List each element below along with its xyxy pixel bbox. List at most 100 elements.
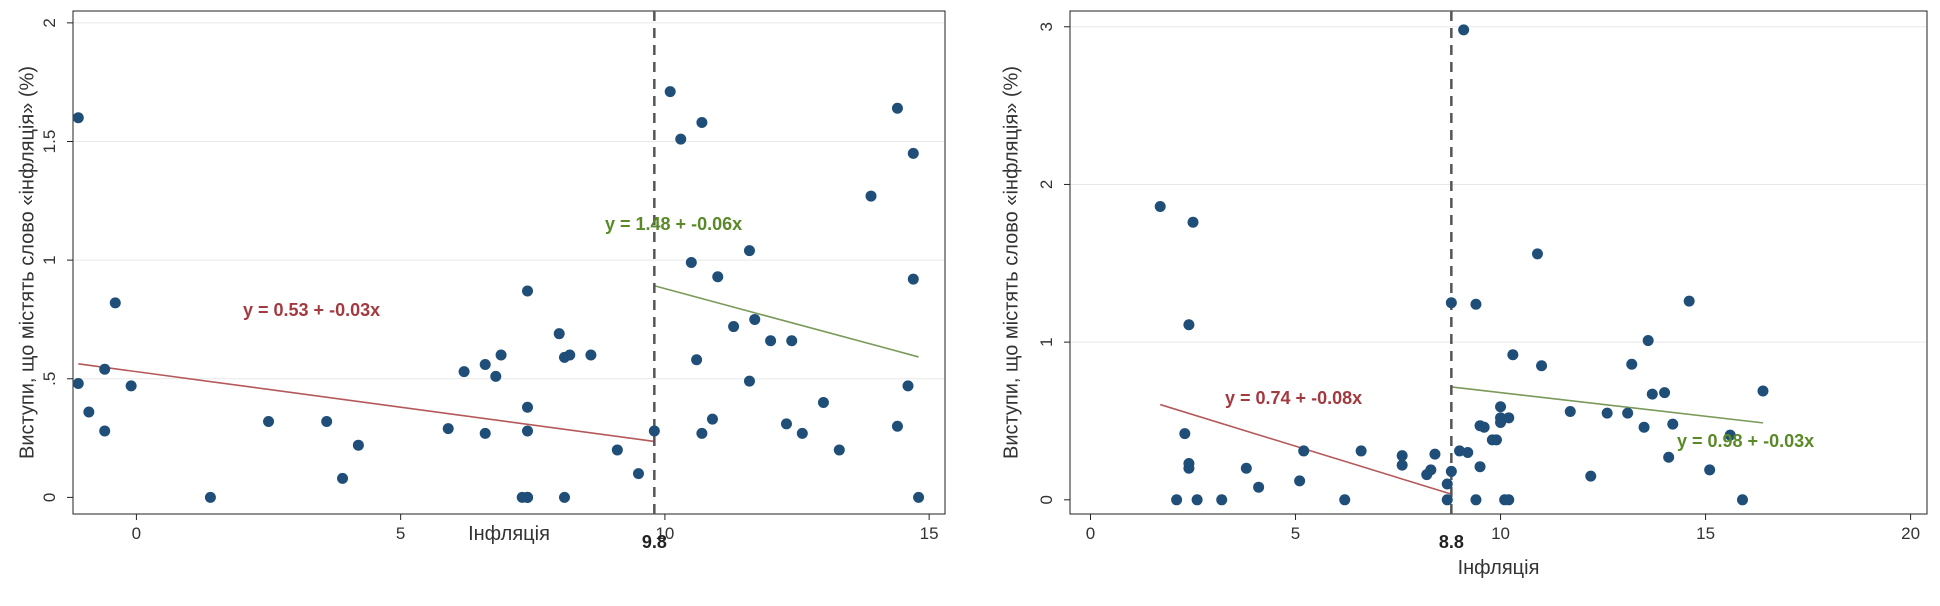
chart-left-point xyxy=(891,420,903,432)
chart-left-point xyxy=(743,375,755,387)
chart-left-plot-frame xyxy=(72,10,946,515)
chart-right-point xyxy=(1507,349,1519,361)
chart-left-point xyxy=(865,190,877,202)
chart-left-point xyxy=(696,427,708,439)
chart-left-point xyxy=(728,321,740,333)
chart-right-point xyxy=(1757,385,1769,397)
chart-left-point xyxy=(442,423,454,435)
chart-right-point xyxy=(1495,401,1507,413)
chart-right-point xyxy=(1470,494,1482,506)
chart-left-y-tick-label: .5 xyxy=(40,372,59,386)
chart-right: 0 5 10 15 20 0 1 2 3 8.8 y = 0.74 + -0.08x y = … xyxy=(1000,10,1928,579)
chart-right-point xyxy=(1154,201,1166,213)
chart-right-point xyxy=(1626,358,1638,370)
chart-left-y-tick-label: 0 xyxy=(40,493,59,502)
chart-right-point xyxy=(1531,248,1543,260)
chart-right-point xyxy=(1183,462,1195,474)
chart-right-point xyxy=(1564,406,1576,418)
chart-right-y-tick-label: 1 xyxy=(1037,337,1056,346)
chart-left-point xyxy=(664,86,676,98)
chart-right-point xyxy=(1659,387,1671,399)
chart-left-point xyxy=(685,257,697,268)
chart-left-point xyxy=(495,349,507,361)
chart-left-x-tick-label: 15 xyxy=(920,524,939,543)
chart-left-x-tick-label: 0 xyxy=(132,524,141,543)
chart-left-point xyxy=(743,245,755,257)
chart-left-point xyxy=(337,472,349,484)
chart-right-point xyxy=(1441,494,1453,506)
chart-right-x-tick-label: 20 xyxy=(1901,524,1920,543)
chart-left-x-tick-label: 5 xyxy=(396,524,405,543)
chart-right-point xyxy=(1396,450,1408,462)
chart-left-y-tick-label: 1 xyxy=(40,255,59,264)
chart-left-point xyxy=(585,349,597,361)
chart-right-plot-frame xyxy=(1069,10,1928,515)
chart-right-threshold-label: 8.8 xyxy=(1439,532,1464,552)
chart-right-point xyxy=(1622,407,1634,419)
chart-right-x-ticks: 0 5 10 15 20 xyxy=(1086,514,1920,543)
chart-right-point xyxy=(1441,478,1453,490)
chart-left-point xyxy=(675,133,687,145)
chart-left-point xyxy=(712,271,724,283)
chart-right-points xyxy=(1154,24,1769,506)
chart-left-point xyxy=(696,117,708,129)
chart-right-point xyxy=(1191,494,1203,506)
chart-right-point xyxy=(1585,470,1597,482)
chart-left-point xyxy=(321,415,333,427)
chart-left-point xyxy=(817,396,829,408)
chart-right-point xyxy=(1601,407,1613,419)
chart-left-point xyxy=(780,418,792,430)
chart-right-x-tick-label: 5 xyxy=(1291,524,1300,543)
chart-left-x-tick-label: 10 xyxy=(655,524,674,543)
chart-right-point xyxy=(1445,297,1457,309)
chart-left-point xyxy=(786,335,798,347)
chart-right-point xyxy=(1646,388,1658,400)
chart-right-point xyxy=(1355,445,1367,457)
chart-right-point xyxy=(1445,465,1457,477)
chart-left-points xyxy=(72,86,925,503)
chart-right-point xyxy=(1663,451,1675,463)
chart-left-point xyxy=(564,349,576,361)
chart-left-point xyxy=(891,102,903,114)
chart-right-fit-line-right xyxy=(1451,386,1764,424)
chart-right-y-tick-label: 3 xyxy=(1037,22,1056,31)
chart-right-point xyxy=(1396,459,1408,471)
chart-right-x-tick-label: 15 xyxy=(1696,524,1715,543)
chart-left-point xyxy=(558,491,570,503)
chart-right-y-tick-label: 2 xyxy=(1037,180,1056,189)
chart-right-point xyxy=(1253,481,1265,493)
chart-right-x-axis-title: Інфляція xyxy=(1458,557,1540,579)
chart-left-point xyxy=(521,491,533,503)
chart-left-grid xyxy=(73,22,945,380)
chart-left-point xyxy=(352,439,364,451)
chart-left-point xyxy=(907,273,919,285)
chart-left-point xyxy=(521,401,533,413)
chart-right-point xyxy=(1474,461,1486,473)
chart-right-point xyxy=(1495,417,1507,429)
chart-left-fit-line-right xyxy=(654,284,919,358)
chart-left-fits xyxy=(78,284,919,443)
chart-left-point xyxy=(204,491,216,503)
chart-left-point xyxy=(99,363,111,375)
chart-left-x-ticks: 0 5 10 15 xyxy=(132,514,939,543)
chart-right-point xyxy=(1429,448,1441,460)
chart-left-point xyxy=(83,406,95,418)
chart-left-point xyxy=(691,354,703,366)
chart-right-point xyxy=(1736,494,1748,506)
chart-right-point xyxy=(1478,421,1490,433)
chart-left-y-tick-label: 1.5 xyxy=(40,130,59,154)
chart-right-point xyxy=(1216,494,1228,506)
chart-left-point xyxy=(125,380,137,392)
chart-left-fit-line-left xyxy=(78,363,655,443)
chart-right-point xyxy=(1462,447,1474,459)
chart-right-y-axis-title: Виступи, що містять слово «інфляція» (%) xyxy=(1000,66,1022,459)
chart-left-point xyxy=(553,328,565,340)
chart-right-y-tick-label: 0 xyxy=(1037,495,1056,504)
chart-left-point xyxy=(902,380,914,392)
chart-right-point xyxy=(1294,475,1306,487)
chart-right-fit-label-right: y = 0.98 + -0.03x xyxy=(1677,431,1814,451)
chart-right-point xyxy=(1240,462,1252,474)
chart-left-fit-label-left: y = 0.53 + -0.03x xyxy=(243,300,380,320)
chart-right-point xyxy=(1667,418,1679,430)
chart-left-point xyxy=(765,335,777,347)
